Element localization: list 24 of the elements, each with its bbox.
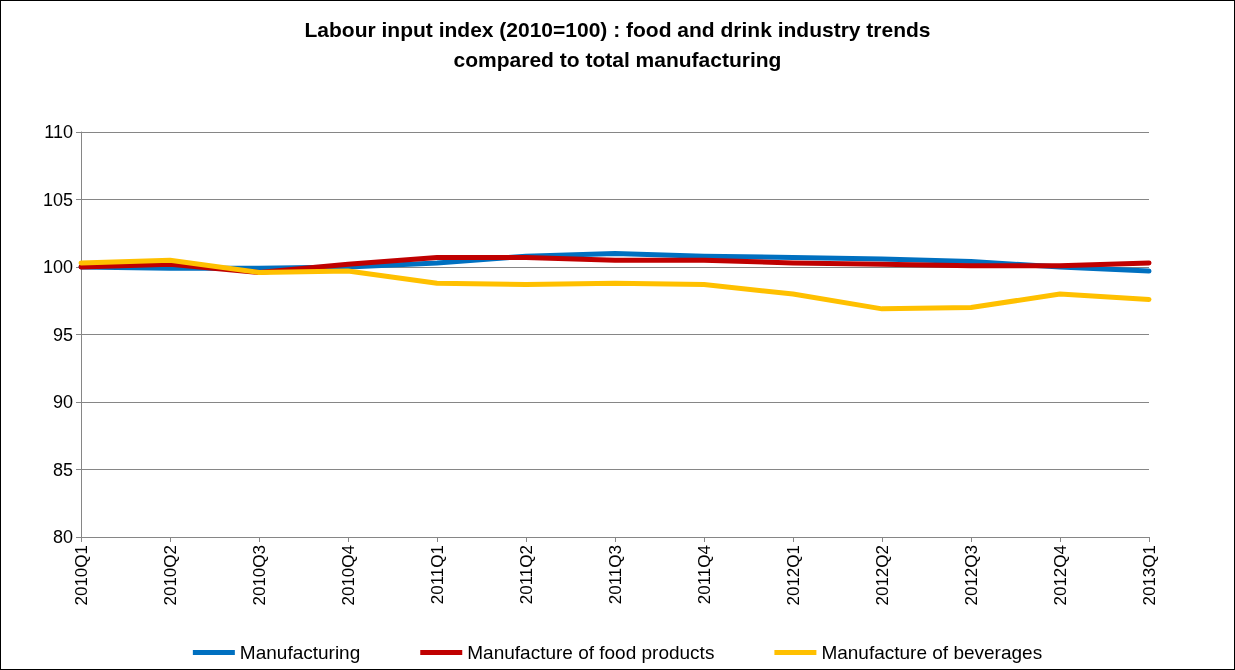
x-tick-label: 2011Q1 [427, 545, 447, 605]
y-tick-label: 95 [52, 324, 73, 345]
x-tick-label: 2012Q4 [1050, 545, 1070, 606]
x-tick-label: 2013Q1 [1139, 545, 1159, 606]
y-tick-label: 105 [42, 189, 73, 210]
x-tick-label: 2010Q2 [160, 545, 180, 606]
chart-title: Labour input index (2010=100) : food and drink industry trends compared to total manufacturing [304, 17, 931, 71]
y-tick-label: 100 [42, 257, 73, 277]
legend-label: Manufacture of food products [467, 642, 715, 663]
y-tick-label: 85 [52, 459, 73, 480]
legend-label: Manufacturing [239, 642, 361, 663]
x-tick-label: 2010Q3 [249, 545, 269, 606]
x-tick-label: 2011Q2 [516, 545, 536, 605]
x-tick-label: 2012Q3 [961, 545, 981, 606]
y-tick-label: 90 [52, 392, 73, 412]
legend-label: Manufacture of beverages [821, 642, 1043, 663]
x-tick-label: 2011Q4 [694, 545, 714, 605]
y-tick-label: 110 [44, 122, 73, 142]
x-tick-label: 2010Q4 [338, 545, 358, 606]
x-tick-label: 2012Q2 [872, 545, 892, 606]
x-tick-label: 2012Q1 [783, 545, 803, 606]
y-tick-label: 80 [52, 527, 73, 547]
x-tick-label: 2011Q3 [605, 545, 625, 605]
x-tick-label: 2010Q1 [71, 545, 91, 606]
